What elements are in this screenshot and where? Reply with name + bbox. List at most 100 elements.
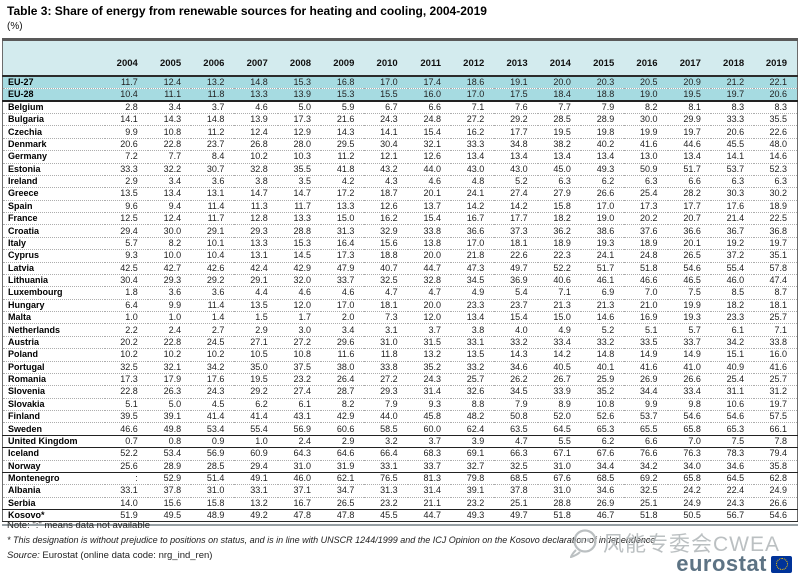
value-cell: 39.1 — [163, 411, 182, 422]
value-cell: 14.7 — [250, 188, 268, 199]
value-cell: 16.7 — [293, 497, 312, 508]
table-row: Malta 1.0 1.0 1.4 1.5 1.7 2.0 7.3 12.0 13.4 15.4 15… — [2, 312, 798, 324]
value-cell: 17.6 — [726, 200, 745, 211]
value-cell: 42.9 — [336, 411, 355, 422]
year-column-header: 2005 — [147, 39, 192, 77]
value-cell: 52.9 — [163, 473, 182, 484]
value-cell: 13.1 — [206, 188, 225, 199]
value-cell: 34.6 — [596, 485, 615, 496]
value-cell: 53.4 — [163, 448, 182, 459]
value-cell: 41.8 — [336, 163, 355, 174]
value-cell: 2.0 — [341, 312, 355, 323]
value-cell: 8.2 — [645, 102, 658, 112]
value-cell: 8.4 — [211, 151, 225, 162]
value-cell: 32.8 — [250, 163, 268, 174]
value-cell: 2.9 — [255, 324, 268, 335]
value-cell: 17.5 — [510, 89, 528, 99]
value-cell: 15.8 — [553, 200, 571, 211]
value-cell: 10.4 — [120, 89, 138, 99]
value-cell: 23.2 — [293, 374, 312, 385]
value-cell: 34.2 — [640, 460, 658, 471]
value-cell: 4.4 — [255, 287, 268, 298]
value-cell: 9.9 — [168, 299, 182, 310]
table-row: Denmark 20.6 22.8 23.7 26.8 28.0 29.5 30.4 32.1 3… — [2, 138, 798, 151]
value-cell: 33.3 — [466, 138, 485, 149]
value-cell: 13.4 — [466, 151, 485, 162]
value-cell: 8.5 — [731, 287, 745, 298]
value-cell: 34.0 — [683, 460, 701, 471]
value-cell: 3.6 — [211, 287, 225, 298]
value-cell: 33.3 — [120, 163, 138, 174]
value-cell: 15.1 — [726, 349, 745, 360]
value-cell: 14.3 — [510, 349, 528, 360]
value-cell: 3.5 — [298, 176, 312, 187]
value-cell: 52.0 — [553, 411, 571, 422]
value-cell: 32.5 — [510, 460, 528, 471]
value-cell: 27.2 — [293, 336, 312, 347]
value-cell: 31.4 — [423, 485, 441, 496]
value-cell: 44.6 — [683, 138, 701, 149]
year-column-header: 2009 — [321, 39, 365, 77]
value-cell: 29.1 — [250, 275, 268, 286]
value-cell: 31.5 — [423, 336, 441, 347]
value-cell: 14.2 — [510, 200, 528, 211]
value-cell: 5.0 — [298, 102, 312, 112]
value-cell: 10.2 — [206, 349, 225, 360]
value-cell: 41.4 — [206, 411, 225, 422]
value-cell: 7.2 — [125, 151, 138, 162]
value-cell: 8.1 — [688, 102, 701, 112]
value-cell: 33.7 — [423, 460, 441, 471]
value-cell: 20.9 — [683, 77, 701, 87]
value-cell: 10.8 — [163, 126, 182, 137]
value-cell: 30.4 — [380, 138, 398, 149]
table-row: Slovenia 22.8 26.3 24.3 29.2 27.4 28.7 29.3 31.4… — [2, 386, 798, 399]
value-cell: 11.8 — [380, 349, 398, 360]
value-cell: 22.8 — [120, 386, 138, 397]
value-cell: 17.0 — [466, 89, 485, 99]
value-cell: 14.2 — [553, 349, 571, 360]
value-cell: 39.5 — [120, 411, 138, 422]
table-row: Poland 10.2 10.2 10.2 10.5 10.8 11.6 11.8 13.2 13… — [2, 349, 798, 361]
value-cell: 7.5 — [731, 435, 745, 446]
value-cell: 47.4 — [769, 275, 787, 286]
value-cell: 22.8 — [163, 138, 182, 149]
value-cell: 25.7 — [466, 374, 485, 385]
value-cell: 7.1 — [471, 102, 485, 112]
value-cell: 13.4 — [596, 151, 615, 162]
country-name-cell: EU-27 — [8, 77, 34, 87]
value-cell: 20.7 — [683, 213, 701, 224]
value-cell: 13.4 — [553, 151, 571, 162]
year-column-header: 2013 — [494, 39, 538, 77]
value-cell: 14.9 — [640, 349, 658, 360]
value-cell: 26.7 — [553, 374, 571, 385]
value-cell: 26.2 — [510, 374, 528, 385]
value-cell: 52.2 — [120, 448, 138, 459]
value-cell: 27.4 — [293, 386, 312, 397]
country-name-cell: Albania — [8, 485, 41, 496]
table-row: Bulgaria 14.1 14.3 14.8 13.9 17.3 21.6 24.3 24.8… — [2, 114, 798, 126]
year-column-header: 2006 — [191, 39, 235, 77]
value-cell: 19.9 — [640, 126, 658, 137]
year-column-header: 2008 — [277, 39, 322, 77]
value-cell: 17.7 — [510, 213, 528, 224]
value-cell: 14.8 — [206, 114, 225, 125]
value-cell: 37.2 — [726, 250, 745, 261]
table-row: United Kingdom 0.7 0.8 0.9 1.0 2.4 2.9 3.2 3.7 3.… — [2, 435, 798, 448]
value-cell: 41.0 — [683, 361, 701, 372]
value-cell: 14.3 — [163, 114, 182, 125]
value-cell: 29.2 — [250, 386, 268, 397]
value-cell: 10.5 — [250, 349, 268, 360]
value-cell: 43.0 — [466, 163, 485, 174]
country-name-cell: Netherlands — [8, 324, 61, 335]
value-cell: 15.4 — [510, 312, 528, 323]
value-cell: 27.2 — [466, 114, 485, 125]
value-cell: 33.5 — [640, 336, 658, 347]
value-cell: 6.1 — [298, 398, 312, 409]
value-cell: 13.3 — [250, 89, 268, 99]
value-cell: 31.0 — [553, 485, 571, 496]
value-cell: 34.6 — [726, 460, 745, 471]
value-cell: 18.7 — [380, 188, 398, 199]
value-cell: 19.3 — [596, 237, 615, 248]
value-cell: 32.9 — [380, 225, 398, 236]
value-cell: : — [135, 473, 138, 484]
